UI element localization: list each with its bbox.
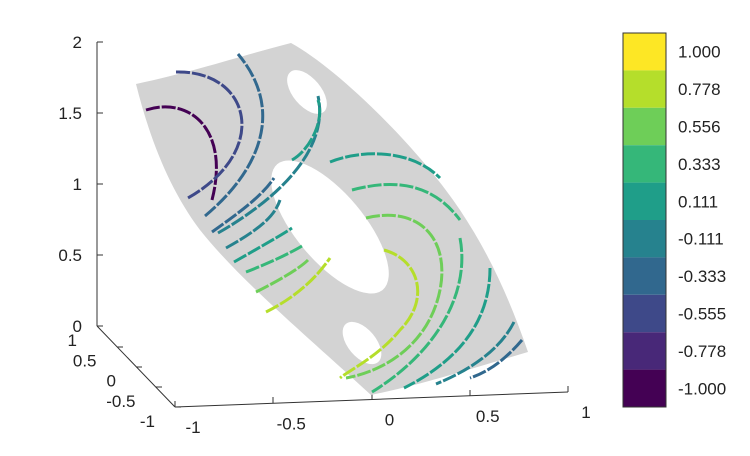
contour-line	[371, 237, 464, 394]
contour-line	[469, 339, 524, 380]
colorbar-frame	[622, 32, 667, 408]
contour-line	[225, 199, 282, 250]
x-axis-line	[174, 391, 569, 408]
contour-line	[351, 182, 462, 221]
contour-line	[255, 258, 310, 294]
z-tick-label: 0	[73, 317, 82, 336]
colorbar-label: 0.111	[678, 192, 718, 211]
surface-hole	[287, 70, 327, 114]
contour-line	[339, 248, 420, 380]
contour-line	[233, 226, 293, 264]
y-tick-labels: -1 -0.50 0.51	[68, 331, 155, 431]
colorbar-swatch	[623, 257, 666, 295]
colorbar: 1.000 0.778 0.556 0.333 0.111 -0.111 -0.333 -0.…	[622, 32, 726, 408]
colorbar-swatch	[623, 145, 666, 183]
x-tick-label: 1	[581, 403, 590, 422]
colorbar-label: -0.555	[678, 305, 726, 324]
contour-line	[435, 321, 516, 386]
z-tick-label: 0.5	[58, 246, 82, 265]
contour-line	[245, 244, 303, 274]
colorbar-swatch	[623, 332, 666, 370]
colorbar-swatch	[623, 294, 666, 333]
z-tick-label: 1.5	[58, 104, 82, 123]
colorbar-swatch	[623, 220, 666, 258]
contour-line	[175, 70, 244, 200]
contour-line	[329, 152, 442, 180]
z-tick-labels: 0 0.5 1 1.5 2	[58, 33, 82, 336]
colorbar-label: 0.778	[678, 80, 721, 99]
surface	[136, 43, 528, 395]
contour-line	[403, 267, 492, 390]
contour-line	[211, 177, 276, 234]
colorbar-label: -0.111	[678, 230, 724, 249]
contour-line	[291, 99, 322, 162]
x-tick-label: -0.5	[277, 414, 306, 433]
y-tick-label: -1	[140, 412, 155, 431]
colorbar-swatch	[623, 182, 666, 220]
z-tick-label: 1	[73, 175, 82, 194]
colorbar-swatch	[623, 70, 666, 108]
contour-line	[345, 213, 444, 380]
colorbar-swatch	[623, 369, 666, 407]
contour-lines	[145, 53, 524, 394]
colorbar-label: -0.333	[678, 267, 726, 286]
y-tick-label: 1	[68, 331, 77, 350]
y-tick-label: -0.5	[106, 392, 135, 411]
y-tick-label: 0	[107, 372, 116, 391]
colorbar-swatch	[623, 33, 666, 71]
contour-line	[204, 53, 265, 218]
x-tick-label: 0.5	[476, 407, 500, 426]
colorbar-label: 0.556	[678, 118, 721, 137]
colorbar-swatch	[623, 107, 666, 146]
y-tick-label: 0.5	[73, 351, 97, 370]
surface-hole	[271, 160, 389, 294]
x-tick-label: 0	[385, 411, 394, 430]
colorbar-label: -0.778	[678, 342, 726, 361]
colorbar-label: 0.333	[678, 155, 721, 174]
contour-line	[265, 257, 332, 314]
x-tick-labels: -1 -0.5 0 0.5 1	[185, 403, 590, 437]
axes	[96, 41, 569, 408]
colorbar-label: -1.000	[678, 379, 726, 398]
x-tick-label: -1	[185, 418, 200, 437]
surface-hole	[342, 321, 382, 365]
z-tick-label: 2	[73, 33, 82, 52]
colorbar-label: 1.000	[678, 43, 721, 62]
